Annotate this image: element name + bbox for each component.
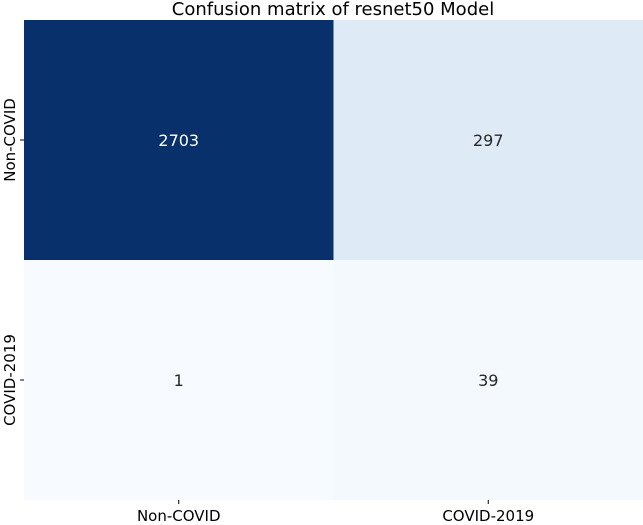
heatmap-value-r1-c0: 1 <box>174 371 184 390</box>
y-axis: Non-COVID COVID-2019 <box>1 98 24 426</box>
x-tick-label: Non-COVID <box>137 507 221 525</box>
y-tick-label: COVID-2019 <box>1 334 19 426</box>
x-axis: Non-COVID COVID-2019 <box>137 500 534 525</box>
x-tick-label: COVID-2019 <box>442 507 534 525</box>
heatmap-cell-r1-c1 <box>333 260 643 500</box>
heatmap-cells <box>24 20 643 500</box>
chart-title: Confusion matrix of resnet50 Model <box>172 0 494 20</box>
y-tick-label: Non-COVID <box>1 98 19 182</box>
heatmap-cell-r0-c0 <box>24 20 334 260</box>
heatmap-value-r0-c0: 2703 <box>158 131 199 150</box>
heatmap-value-r0-c1: 297 <box>473 131 504 150</box>
heatmap-cell-r1-c0 <box>24 260 334 500</box>
heatmap-value-labels: 2703 297 1 39 <box>158 131 503 390</box>
heatmap-value-r1-c1: 39 <box>478 371 498 390</box>
heatmap-cell-r0-c1 <box>333 20 643 260</box>
